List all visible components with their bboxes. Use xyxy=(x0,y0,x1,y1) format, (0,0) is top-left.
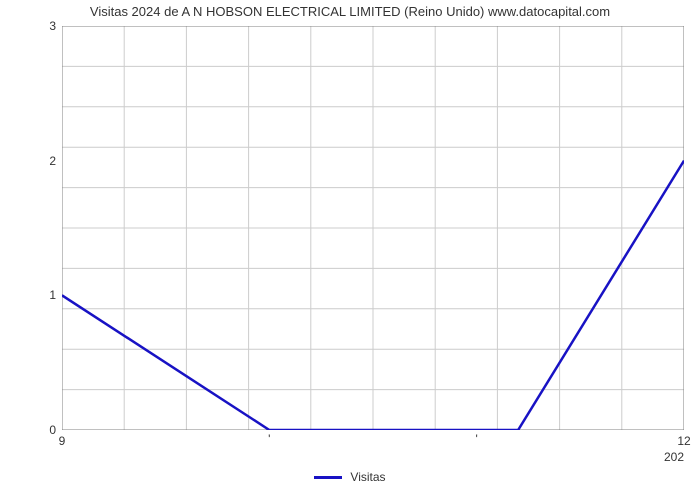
legend-label: Visitas xyxy=(350,470,385,484)
y-tick-label: 2 xyxy=(36,154,56,168)
chart-container: Visitas 2024 de A N HOBSON ELECTRICAL LI… xyxy=(0,0,700,500)
legend: Visitas xyxy=(0,470,700,484)
x-tick-label: 9 xyxy=(42,434,82,448)
x-tick-label: 12 xyxy=(664,434,700,448)
x-minor-tick: ' xyxy=(472,432,482,446)
chart-plot xyxy=(62,26,684,430)
x-minor-tick: ' xyxy=(264,432,274,446)
x-axis-sublabel: 202 xyxy=(644,450,684,464)
y-tick-label: 3 xyxy=(36,19,56,33)
legend-swatch xyxy=(314,476,342,479)
y-tick-label: 1 xyxy=(36,288,56,302)
chart-title: Visitas 2024 de A N HOBSON ELECTRICAL LI… xyxy=(0,4,700,19)
